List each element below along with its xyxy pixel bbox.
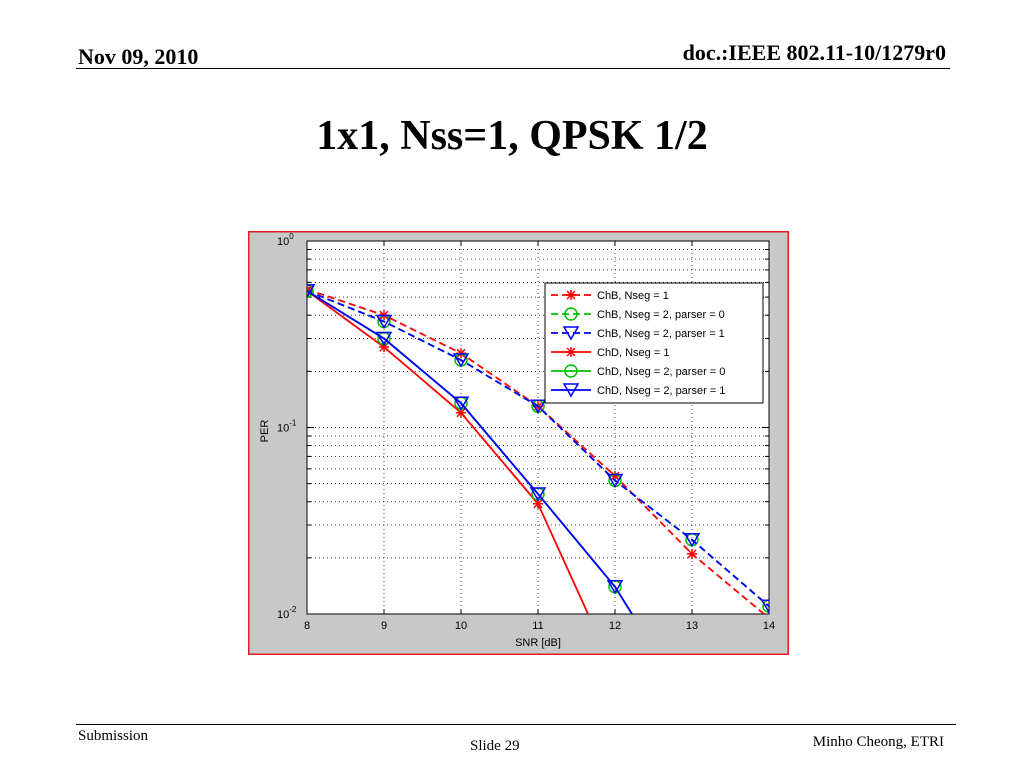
data-point <box>683 533 701 548</box>
marker-stroke <box>566 290 576 300</box>
data-point <box>760 599 769 614</box>
data-point <box>452 353 470 368</box>
legend-marker <box>562 326 580 341</box>
legend: ChB, Nseg = 1 ChB, Nseg = 2, parser = 0 Ch… <box>544 282 764 404</box>
axis-ticks: 8 9 10 11 12 13 14 100 10-1 10-2 <box>277 232 775 632</box>
slide-title: 1x1, Nss=1, QPSK 1/2 <box>316 113 708 159</box>
y-axis-label: PER <box>259 420 271 443</box>
figure-frame: 8 9 10 11 12 13 14 100 10-1 10-2 SNR [dB] PER ChB… <box>246 229 791 657</box>
footer-author: Minho Cheong, ETRI <box>812 734 944 750</box>
series-layer <box>307 284 769 614</box>
legend-label: ChD, Nseg = 1 <box>597 347 669 359</box>
footer-divider <box>76 724 956 725</box>
x-tick-label: 11 <box>532 620 543 632</box>
legend-label: ChB, Nseg = 2, parser = 0 <box>597 309 725 321</box>
legend-label: ChB, Nseg = 1 <box>597 290 669 302</box>
x-tick-label: 8 <box>304 620 310 632</box>
data-point <box>762 599 769 614</box>
marker-stroke <box>533 499 543 509</box>
header-date: Nov 09, 2010 <box>78 44 199 69</box>
legend-marker <box>566 290 576 300</box>
x-tick-label: 12 <box>609 620 621 632</box>
y-tick-label: 10-1 <box>277 419 297 435</box>
data-point <box>529 487 547 502</box>
legend-marker <box>564 364 578 378</box>
data-point <box>606 473 624 488</box>
header-divider <box>76 68 950 69</box>
marker-stroke <box>687 549 697 559</box>
legend-marker <box>564 307 578 321</box>
footer-submission: Submission <box>78 728 149 744</box>
marker-stroke <box>566 347 576 357</box>
series-3 <box>307 284 769 614</box>
data-point <box>375 331 393 347</box>
x-axis-label: SNR [dB] <box>515 637 561 649</box>
legend-label: ChD, Nseg = 2, parser = 0 <box>597 366 725 378</box>
legend-label: ChD, Nseg = 2, parser = 1 <box>597 385 725 397</box>
x-tick-label: 14 <box>763 620 775 632</box>
marker-stroke <box>610 471 620 481</box>
legend-label: ChB, Nseg = 2, parser = 1 <box>597 328 725 340</box>
series-line <box>307 290 769 607</box>
data-point <box>307 284 316 299</box>
marker-stroke <box>456 348 466 358</box>
data-point <box>529 399 547 414</box>
x-tick-label: 10 <box>455 620 467 632</box>
marker-stroke <box>307 286 312 292</box>
x-tick-label: 9 <box>381 620 387 632</box>
data-point <box>452 396 470 411</box>
per-chart: 8 9 10 11 12 13 14 100 10-1 10-2 SNR [dB] PER ChB… <box>246 229 791 657</box>
y-tick-label: 10-2 <box>277 605 297 621</box>
data-point <box>375 314 393 330</box>
marker-stroke <box>456 408 466 418</box>
footer-slide-number: Slide 29 <box>470 738 520 754</box>
legend-marker <box>562 383 580 398</box>
x-tick-label: 13 <box>686 620 698 632</box>
header-doc-id: doc.:IEEE 802.11-10/1279r0 <box>682 40 946 65</box>
legend-marker <box>566 347 576 357</box>
data-point <box>687 548 697 559</box>
series-line <box>307 290 633 614</box>
legend-box <box>544 282 764 404</box>
series-6 <box>307 284 633 614</box>
data-point <box>456 348 466 359</box>
marker-stroke <box>307 284 312 291</box>
data-point <box>307 284 314 298</box>
y-tick-label: 100 <box>277 232 294 248</box>
data-point <box>606 579 624 595</box>
